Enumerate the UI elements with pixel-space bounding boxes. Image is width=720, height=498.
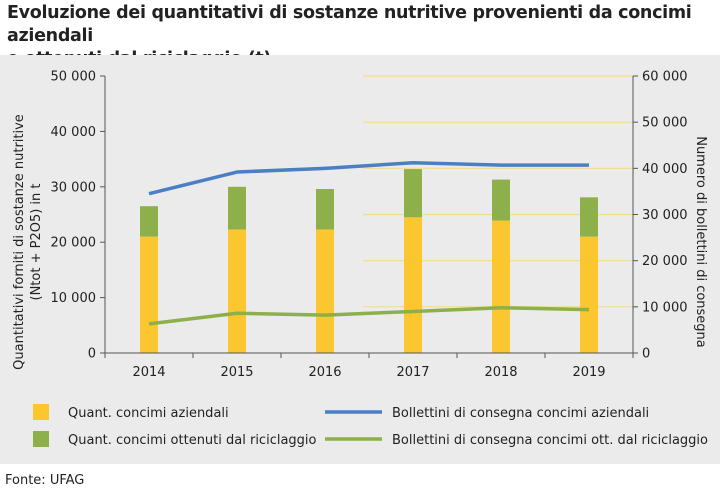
y-tick-label: 50 000 bbox=[51, 70, 97, 85]
y-tick-label: 10 000 bbox=[51, 291, 97, 306]
chart-title-line1: Evoluzione dei quantitativi di sostanze … bbox=[7, 3, 692, 46]
y2-tick-label: 60 000 bbox=[642, 70, 688, 85]
x-tick-label-2017: 2017 bbox=[396, 365, 429, 380]
bar-aziendali-2017 bbox=[404, 217, 422, 353]
line-bollettini-aziendali bbox=[148, 161, 589, 196]
source-note: Fonte: UFAG bbox=[5, 473, 85, 488]
bar-riciclaggio-2014 bbox=[140, 206, 158, 237]
y-tick-label: 30 000 bbox=[51, 180, 97, 195]
y2-tick-label: 30 000 bbox=[642, 208, 688, 223]
line-bollettini-riciclaggio bbox=[148, 306, 590, 326]
y2-tick-label: 0 bbox=[642, 347, 650, 362]
bar-aziendali-2016 bbox=[316, 229, 334, 353]
y2-tick-label: 20 000 bbox=[642, 254, 688, 269]
x-tick-label-2016: 2016 bbox=[308, 365, 341, 380]
bar-riciclaggio-2017 bbox=[404, 169, 422, 218]
legend-item-bollettini-aziendali-label: Bollettini di consegna concimi aziendali bbox=[392, 406, 649, 421]
legend-item-aziendali-label: Quant. concimi aziendali bbox=[68, 406, 229, 421]
legend-item-riciclaggio-swatch bbox=[33, 431, 49, 447]
legend-item-aziendali-swatch bbox=[33, 404, 49, 420]
y-axis-label-line1: Quantitativi forniti di sostanze nutriti… bbox=[12, 114, 27, 370]
y2-tick-label: 50 000 bbox=[642, 116, 688, 131]
y2-tick-label: 40 000 bbox=[642, 162, 688, 177]
chart-svg: 0 10 000 20 000 30 000 40 000 50 000 0 10 000 2… bbox=[12, 70, 708, 449]
bar-riciclaggio-2016 bbox=[316, 189, 334, 230]
chart-panel: 0 10 000 20 000 30 000 40 000 50 000 0 10 000 2… bbox=[0, 55, 720, 464]
bar-riciclaggio-2019 bbox=[580, 197, 598, 237]
y2-tick-label: 10 000 bbox=[642, 300, 688, 315]
x-tick-label-2014: 2014 bbox=[132, 365, 165, 380]
bar-riciclaggio-2018 bbox=[492, 179, 510, 221]
legend-item-bollettini-riciclaggio-label: Bollettini di consegna concimi ott. dal … bbox=[392, 433, 708, 448]
bar-aziendali-2014 bbox=[140, 236, 158, 353]
bar-aziendali-2018 bbox=[492, 220, 510, 353]
y-tick-label: 0 bbox=[88, 347, 96, 362]
x-tick-label-2019: 2019 bbox=[572, 365, 605, 380]
y-tick-label: 20 000 bbox=[51, 236, 97, 251]
y2-axis-label: Numero di bollettini di consegna bbox=[693, 136, 708, 348]
bar-riciclaggio-2015 bbox=[228, 186, 246, 230]
x-tick-label-2018: 2018 bbox=[484, 365, 517, 380]
legend-item-riciclaggio-label: Quant. concimi ottenuti dal riciclaggio bbox=[68, 433, 317, 448]
bar-aziendali-2015 bbox=[228, 229, 246, 353]
y-tick-label: 40 000 bbox=[51, 125, 97, 140]
x-tick-label-2015: 2015 bbox=[220, 365, 253, 380]
bar-aziendali-2019 bbox=[580, 236, 598, 353]
y-axis-label-line2: (Ntot + P2O5) in t bbox=[29, 184, 44, 301]
